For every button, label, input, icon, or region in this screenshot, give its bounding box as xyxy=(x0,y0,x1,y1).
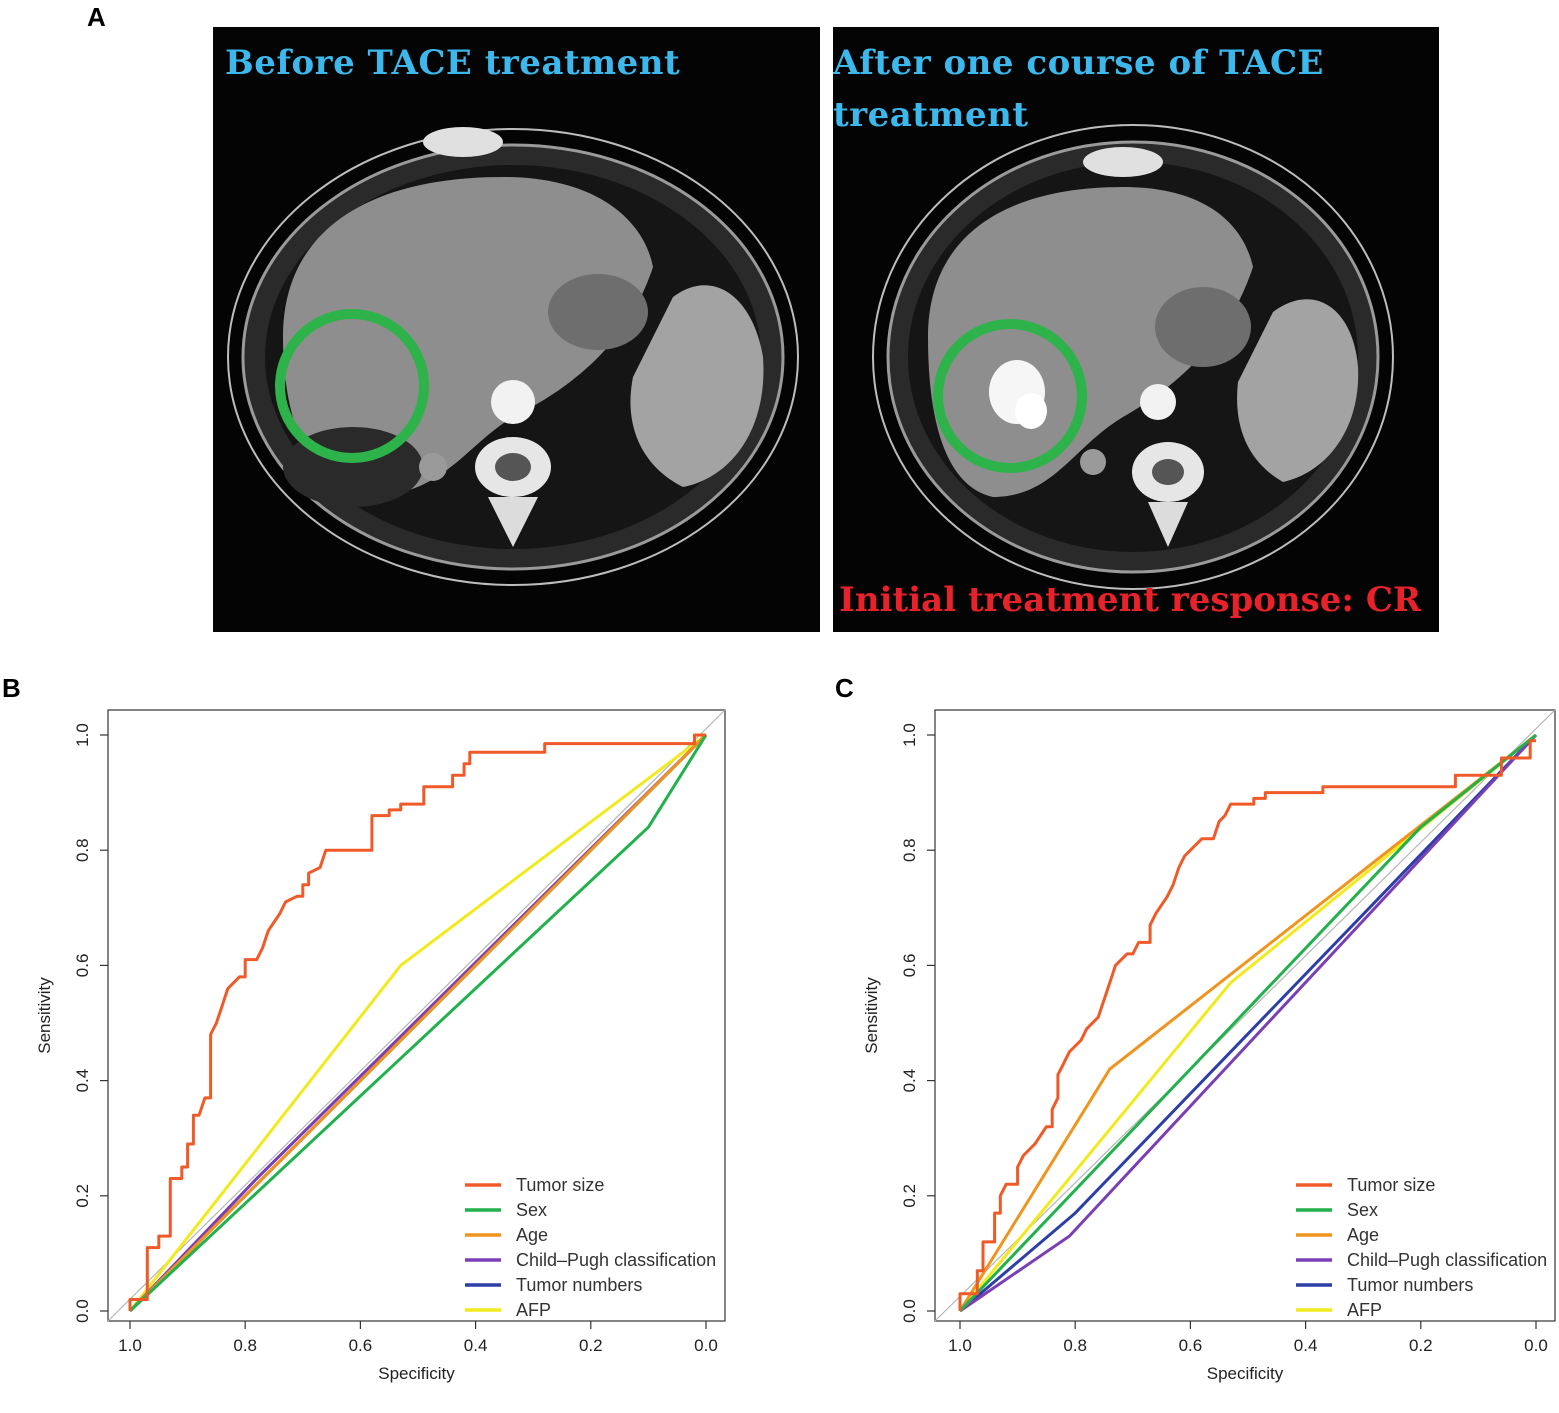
chart-b-legend-label: AFP xyxy=(516,1300,551,1320)
chart-b-y-tick-label: 0.2 xyxy=(73,1184,92,1208)
chart-c-x-tick-label: 1.0 xyxy=(948,1336,972,1355)
chart-c-series-tumor-size xyxy=(958,739,1536,1311)
chart-b-y-tick-label: 0.8 xyxy=(73,838,92,862)
chart-b-plot-frame xyxy=(107,709,726,1322)
chart-b-y-tick-label: 1.0 xyxy=(73,723,92,747)
chart-c-x-tick-label: 0.2 xyxy=(1409,1336,1433,1355)
chart-c-series-sex xyxy=(958,733,1537,1313)
ct-illustration-after xyxy=(872,124,1394,590)
chart-c-y-tick-label: 0.4 xyxy=(900,1069,919,1093)
chart-b-legend-label: Age xyxy=(516,1225,548,1245)
chart-b-x-tick-label: 1.0 xyxy=(118,1336,142,1355)
chart-c-series-age xyxy=(958,733,1537,1312)
chart-c-series-afp xyxy=(958,733,1537,1312)
roc-chart-c: 1.0 0.8 0.6 0.4 0.2 0.0 0.0 0.2 0.4 0.6 0.8 1.0 Spec… xyxy=(850,700,1559,1413)
chart-b-y-tick-label: 0.0 xyxy=(73,1299,92,1323)
chart-b-series-afp xyxy=(128,733,707,1312)
chart-b-x-axis-title: Specificity xyxy=(378,1364,455,1383)
chart-b-legend-label: Tumor size xyxy=(516,1175,604,1195)
panel-letter-a: A xyxy=(87,2,106,32)
chart-c-x-tick-label: 0.8 xyxy=(1063,1336,1087,1355)
panel-letter-b: B xyxy=(2,673,21,703)
after-caption-line-2: treatment xyxy=(833,95,1029,135)
ct-scan-before: Before TACE treatment xyxy=(213,27,820,632)
lesion-marker-after xyxy=(933,319,1087,473)
before-caption: Before TACE treatment xyxy=(225,43,681,83)
chart-c-y-tick-label: 0.8 xyxy=(900,838,919,862)
chart-c-legend-label: Sex xyxy=(1347,1200,1378,1220)
chart-b-series-sex xyxy=(128,734,708,1313)
chart-c-x-tick-label: 0.0 xyxy=(1524,1336,1548,1355)
roc-chart-b-svg: 1.0 0.8 0.6 0.4 0.2 0.0 0.0 0.2 0.4 0.6 0.8 1.0 Spec… xyxy=(35,709,726,1383)
chart-c-y-tick-label: 0.2 xyxy=(900,1184,919,1208)
chart-c-legend-label: Tumor numbers xyxy=(1347,1275,1473,1295)
chart-c-series-child-pugh-classification xyxy=(959,733,1538,1313)
chart-b-legend-label: Sex xyxy=(516,1200,547,1220)
lesion-circle-before xyxy=(275,309,429,463)
after-caption-line-1: After one course of TACE xyxy=(833,43,1324,83)
chart-c-series-tumor-numbers xyxy=(959,733,1538,1313)
chart-c-x-tick-label: 0.4 xyxy=(1294,1336,1318,1355)
lesion-marker-before xyxy=(275,309,429,463)
chart-b-x-tick-label: 0.2 xyxy=(579,1336,603,1355)
chart-b-x-tick-label: 0.6 xyxy=(349,1336,373,1355)
chart-c-x-tick-label: 0.6 xyxy=(1179,1336,1203,1355)
chart-c-legend-label: AFP xyxy=(1347,1300,1382,1320)
chart-b-y-tick-label: 0.4 xyxy=(73,1069,92,1093)
chart-b-legend-label: Tumor numbers xyxy=(516,1275,642,1295)
response-label: Initial treatment response: CR xyxy=(839,580,1422,620)
panel-letter-c: C xyxy=(835,673,854,703)
chart-b-y-tick-label: 0.6 xyxy=(73,954,92,978)
chart-c-y-tick-label: 0.6 xyxy=(900,954,919,978)
chart-b-x-tick-label: 0.4 xyxy=(464,1336,488,1355)
lesion-circle-after xyxy=(933,319,1087,473)
after-caption: After one course of TACE treatment xyxy=(833,37,1324,141)
chart-c-x-axis-title: Specificity xyxy=(1207,1364,1284,1383)
chart-b-legend-label: Child–Pugh classification xyxy=(516,1250,716,1270)
roc-chart-b: 1.0 0.8 0.6 0.4 0.2 0.0 0.0 0.2 0.4 0.6 0.8 1.0 Spec… xyxy=(20,700,740,1413)
chart-c-y-tick-label: 1.0 xyxy=(900,723,919,747)
chart-b-x-tick-label: 0.0 xyxy=(694,1336,718,1355)
chart-c-legend-label: Tumor size xyxy=(1347,1175,1435,1195)
chart-b-x-tick-label: 0.8 xyxy=(233,1336,257,1355)
chart-b-series-tumor-size xyxy=(128,733,706,1311)
chart-c-legend-label: Age xyxy=(1347,1225,1379,1245)
chart-b-series-age xyxy=(128,733,708,1313)
roc-chart-c-svg: 1.0 0.8 0.6 0.4 0.2 0.0 0.0 0.2 0.4 0.6 0.8 1.0 Spec… xyxy=(862,709,1556,1383)
chart-c-reference-diagonal xyxy=(934,709,1556,1322)
ct-illustration-before xyxy=(227,127,799,586)
chart-b-reference-diagonal xyxy=(107,709,726,1322)
chart-c-y-tick-label: 0.0 xyxy=(900,1299,919,1323)
chart-c-legend-label: Child–Pugh classification xyxy=(1347,1250,1547,1270)
chart-c-y-axis-title: Sensitivity xyxy=(862,977,881,1054)
chart-b-y-axis-title: Sensitivity xyxy=(35,977,54,1054)
ct-scan-after: After one course of TACE treatment Initi… xyxy=(833,27,1439,632)
chart-c-plot-frame xyxy=(934,709,1556,1322)
